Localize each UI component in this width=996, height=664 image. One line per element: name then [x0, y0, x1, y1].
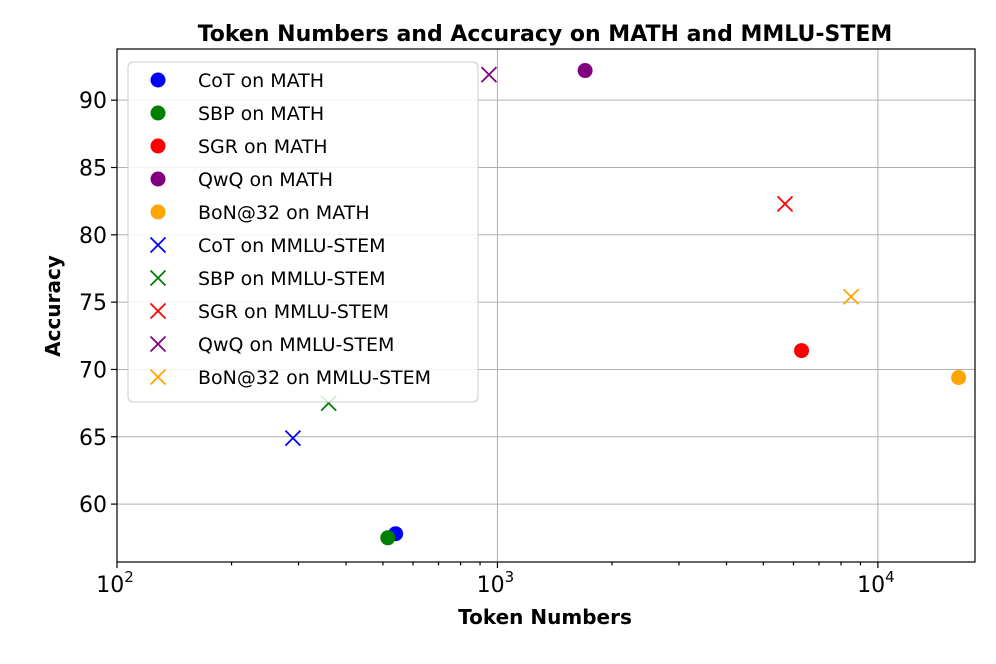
legend-item: SGR on MMLU-STEM — [149, 301, 389, 323]
legend-item: SBP on MMLU-STEM — [149, 268, 386, 290]
legend-label: CoT on MMLU-STEM — [198, 235, 386, 257]
legend-marker — [149, 236, 167, 254]
data-points — [284, 63, 967, 546]
data-point — [776, 195, 794, 212]
legend-item: SBP on MATH — [150, 103, 324, 125]
plot-frame — [116, 48, 976, 563]
legend-marker — [149, 335, 167, 353]
legend-marker — [150, 105, 166, 121]
legend-box — [127, 61, 479, 403]
legend-marker — [150, 72, 166, 88]
data-point — [480, 66, 498, 83]
y-tick-label: 60 — [79, 493, 107, 518]
y-tick-label: 75 — [79, 291, 107, 316]
legend-label: CoT on MATH — [198, 70, 324, 92]
legend-label: SGR on MATH — [198, 136, 328, 158]
legend-label: SBP on MMLU-STEM — [198, 268, 386, 290]
legend-label: QwQ on MMLU-STEM — [198, 334, 394, 356]
legend-marker — [150, 138, 166, 154]
legend-item: SGR on MATH — [150, 136, 328, 158]
data-point — [794, 343, 810, 359]
y-axis-label: Accuracy — [41, 255, 65, 357]
legend-item: BoN@32 on MATH — [150, 202, 370, 224]
legend-item: CoT on MATH — [150, 70, 324, 92]
x-tick-label: 102 — [96, 568, 134, 598]
legend-marker — [150, 204, 166, 220]
legend-label: BoN@32 on MATH — [198, 202, 370, 224]
legend-item: BoN@32 on MMLU-STEM — [149, 367, 431, 389]
y-tick-label: 90 — [79, 89, 107, 114]
legend-marker — [149, 269, 167, 287]
legend-marker — [149, 368, 167, 386]
y-tick-label: 85 — [79, 156, 107, 181]
y-tick-label: 65 — [79, 426, 107, 451]
chart-title: Token Numbers and Accuracy on MATH and M… — [198, 22, 893, 47]
axis-ticks: 60 65 70 75 80 85 90 102 103 104 — [79, 89, 895, 598]
legend-item: QwQ on MMLU-STEM — [149, 334, 394, 356]
legend-label: QwQ on MATH — [198, 169, 333, 191]
x-tick-label: 103 — [477, 568, 515, 598]
data-point — [284, 429, 302, 447]
legend-label: SBP on MATH — [198, 103, 324, 125]
x-axis-label: Token Numbers — [458, 605, 632, 629]
legend-item: CoT on MMLU-STEM — [149, 235, 386, 257]
data-point — [842, 288, 860, 305]
data-point — [577, 63, 593, 79]
y-tick-label: 80 — [79, 224, 107, 249]
legend-marker — [149, 302, 167, 320]
legend-label: SGR on MMLU-STEM — [198, 301, 389, 323]
y-tick-label: 70 — [79, 358, 107, 383]
legend: CoT on MATH SBP on MATH SGR on MATH QwQ on … — [127, 61, 479, 403]
x-tick-label: 104 — [857, 568, 895, 598]
legend-label: BoN@32 on MMLU-STEM — [198, 367, 431, 389]
data-point — [951, 370, 967, 386]
legend-marker — [150, 171, 166, 187]
data-point — [380, 530, 396, 546]
legend-item: QwQ on MATH — [150, 169, 333, 191]
